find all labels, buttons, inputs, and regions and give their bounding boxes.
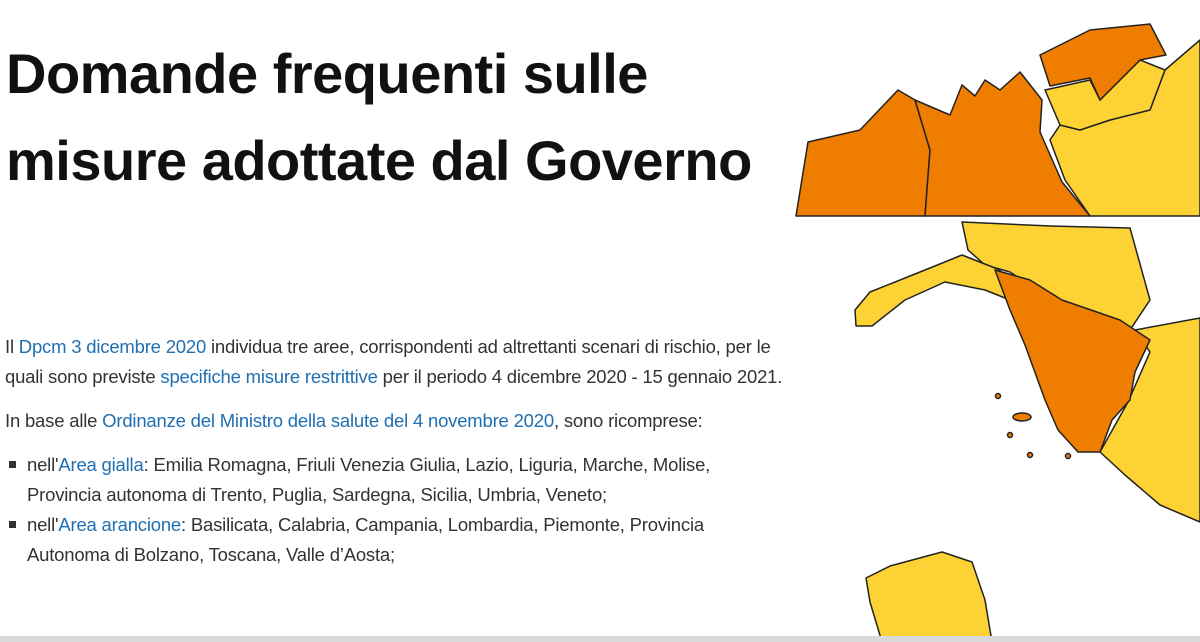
- list-item: nell'Area gialla: Emilia Romagna, Friuli…: [9, 450, 785, 510]
- italy-zones-map: [795, 23, 1200, 642]
- island: [1064, 452, 1072, 460]
- ordinanze-link[interactable]: Ordinanze del Ministro della salute del …: [102, 410, 554, 431]
- bullet-icon: [9, 521, 16, 528]
- region-sardegna: [865, 551, 993, 642]
- orange-regions: [795, 23, 1167, 460]
- text: , sono ricomprese:: [553, 410, 703, 431]
- region-lombardia: [914, 71, 1091, 217]
- text: per il periodo 4 dicembre 2020 - 15 genn…: [377, 366, 783, 387]
- bullet-icon: [9, 461, 16, 468]
- region-central-italy: [1099, 317, 1200, 523]
- article-body: Il Dpcm 3 dicembre 2020 individua tre ar…: [5, 332, 785, 570]
- text: : Emilia Romagna, Friuli Venezia Giulia,…: [27, 454, 711, 505]
- area-gialla-link[interactable]: Area gialla: [58, 454, 144, 475]
- text: Il: [5, 336, 19, 357]
- area-arancione-link[interactable]: Area arancione: [58, 514, 182, 535]
- horizontal-scrollbar[interactable]: [0, 636, 1200, 642]
- region-liguria: [854, 254, 1011, 327]
- text: nell': [27, 514, 59, 535]
- text: : Basilicata, Calabria, Campania, Lombar…: [27, 514, 704, 565]
- text: In base alle: [5, 410, 103, 431]
- list-item: nell'Area arancione: Basilicata, Calabri…: [9, 510, 785, 570]
- misure-restrittive-link[interactable]: specifiche misure restrittive: [160, 366, 378, 387]
- page-title: Domande frequenti sulle misure adottate …: [6, 42, 752, 192]
- island-elba: [1012, 412, 1032, 422]
- region-toscana: [994, 269, 1151, 453]
- region-piemonte: [795, 89, 931, 217]
- text: individua tre aree, corrispondenti ad al…: [5, 336, 771, 387]
- text: nell': [27, 454, 59, 475]
- ordinanze-paragraph: In base alle Ordinanze del Ministro dell…: [5, 406, 785, 436]
- dpcm-link[interactable]: Dpcm 3 dicembre 2020: [18, 336, 207, 357]
- intro-paragraph: Il Dpcm 3 dicembre 2020 individua tre ar…: [5, 332, 785, 392]
- area-list: nell'Area gialla: Emilia Romagna, Friuli…: [5, 450, 785, 570]
- island: [994, 392, 1002, 400]
- island: [1026, 451, 1034, 459]
- island: [1006, 431, 1014, 439]
- region-bolzano: [1039, 23, 1167, 101]
